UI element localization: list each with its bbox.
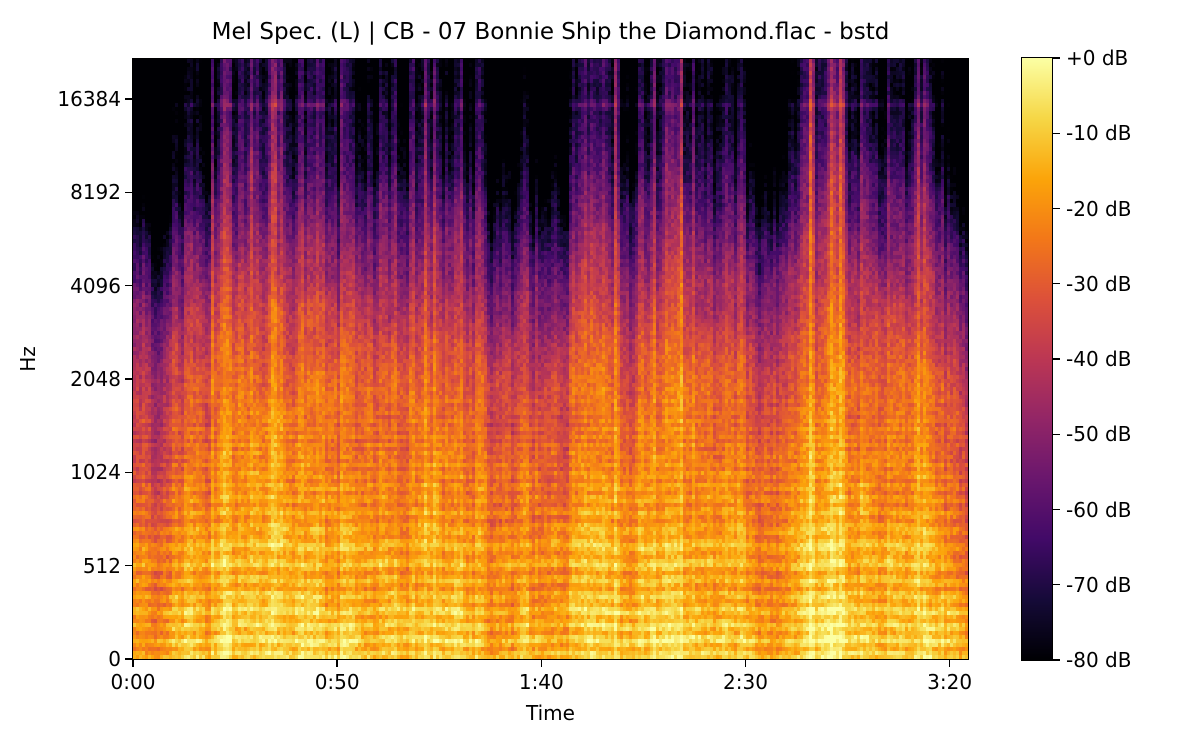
- colorbar-tick-mark: [1053, 57, 1060, 59]
- y-tick-label: 4096: [70, 273, 121, 298]
- y-tick-mark: [125, 285, 132, 287]
- colorbar-tick-label: -50 dB: [1066, 422, 1132, 447]
- y-tick-label: 512: [82, 553, 121, 578]
- y-tick-label: 16384: [57, 87, 121, 111]
- x-tick-mark: [336, 660, 338, 667]
- colorbar-tick-label: -60 dB: [1066, 497, 1132, 522]
- colorbar-tick-mark: [1053, 433, 1060, 435]
- colorbar-tick-label: +0 dB: [1066, 46, 1129, 70]
- colorbar-tick-mark: [1053, 659, 1060, 661]
- colorbar-gradient: [1022, 58, 1052, 660]
- y-tick-mark: [125, 191, 132, 194]
- y-tick-mark: [125, 98, 132, 100]
- y-tick-mark: [125, 378, 132, 380]
- x-tick-mark: [744, 660, 747, 667]
- y-tick-mark: [125, 565, 132, 567]
- colorbar-tick-mark: [1053, 132, 1060, 134]
- colorbar-tick-mark: [1053, 584, 1060, 586]
- chart-title: Mel Spec. (L) | CB - 07 Bonnie Ship the …: [211, 19, 890, 45]
- colorbar-tick-label: -40 dB: [1066, 347, 1132, 371]
- x-tick-label: 1:40: [518, 670, 564, 694]
- colorbar-tick-mark: [1053, 283, 1060, 285]
- x-tick-mark: [132, 660, 134, 667]
- colorbar-tick-label: -80 dB: [1066, 648, 1132, 672]
- x-tick-label: 0:50: [314, 670, 360, 694]
- colorbar-tick-mark: [1053, 508, 1060, 511]
- x-tick-label: 2:30: [723, 670, 768, 694]
- y-tick-label: 1024: [70, 460, 121, 485]
- x-tick-mark: [948, 660, 951, 667]
- y-tick-label: 8192: [70, 180, 121, 205]
- colorbar-tick-label: -10 dB: [1066, 121, 1132, 146]
- y-tick-mark: [125, 658, 132, 660]
- spectrogram-heatmap: [133, 59, 968, 659]
- x-axis-label: Time: [526, 701, 575, 725]
- colorbar-tick-mark: [1053, 207, 1060, 210]
- y-tick-label: 0: [108, 647, 121, 671]
- y-tick-label: 2048: [70, 367, 121, 392]
- y-tick-mark: [125, 471, 132, 474]
- x-tick-label: 3:20: [927, 670, 973, 694]
- x-tick-label: 0:00: [110, 670, 156, 694]
- colorbar-tick-label: -30 dB: [1066, 271, 1132, 296]
- colorbar-tick-label: -70 dB: [1066, 572, 1132, 597]
- x-tick-mark: [540, 660, 542, 667]
- colorbar-tick-mark: [1053, 358, 1060, 360]
- colorbar-tick-label: -20 dB: [1066, 196, 1132, 221]
